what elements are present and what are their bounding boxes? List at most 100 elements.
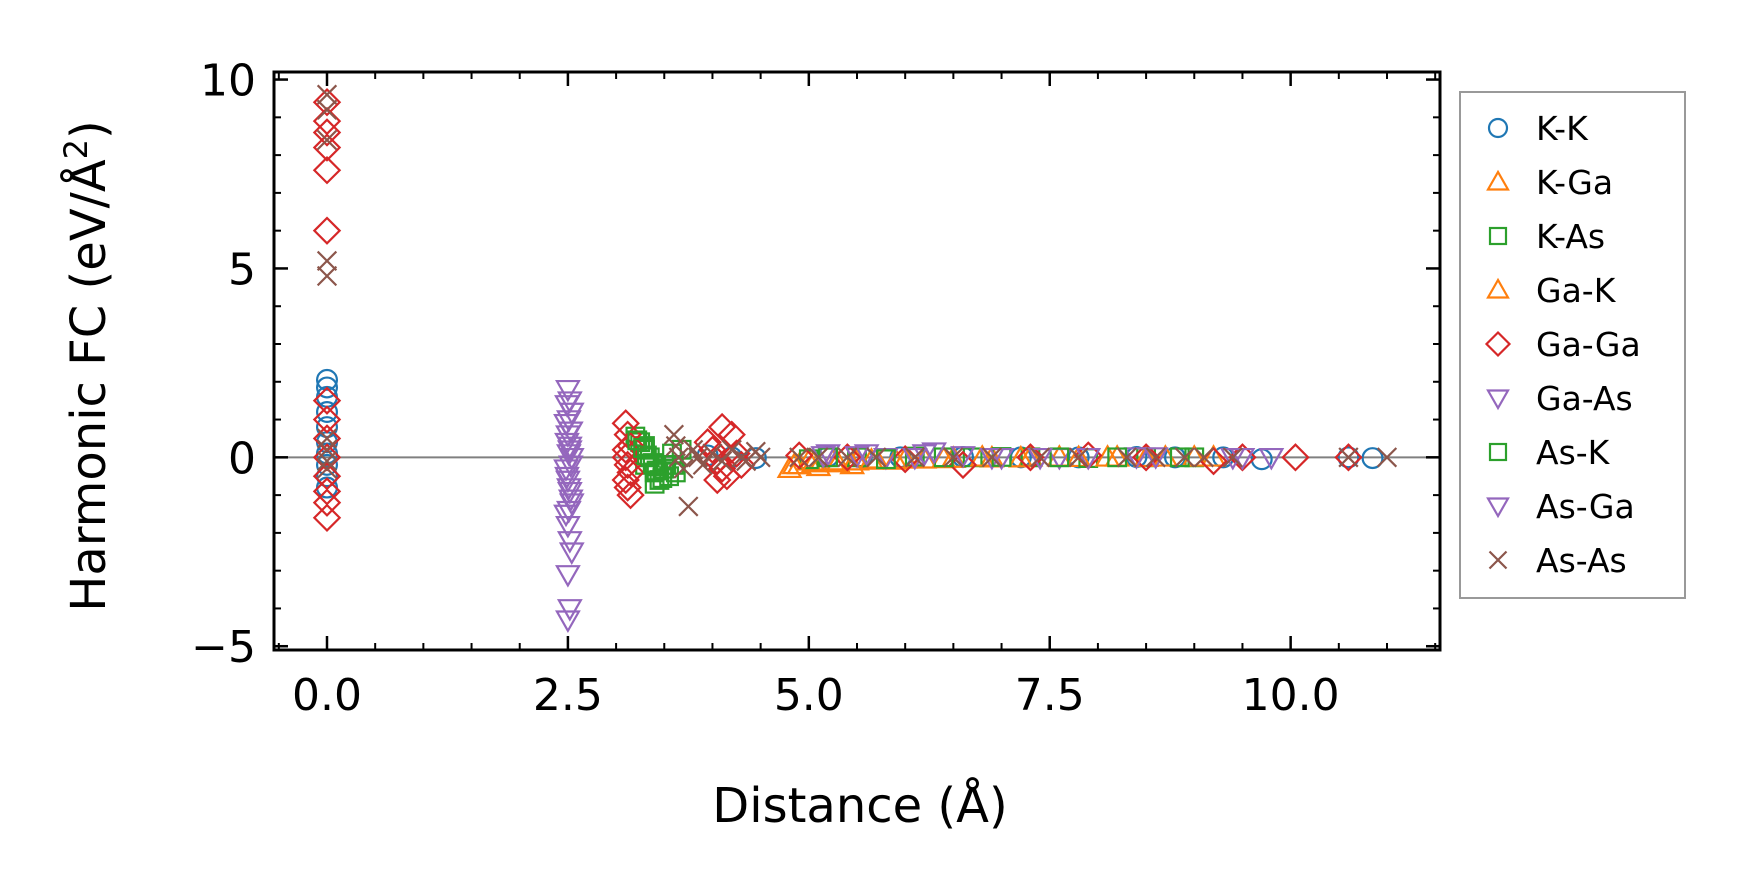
y-tick-label: 0 [228,433,256,484]
legend-marker-k-ga [1486,169,1510,191]
data-point-as-as [789,447,810,468]
data-point-as-k [665,462,686,483]
data-point-ga-ga [312,386,342,415]
data-point-as-as [702,443,723,464]
x-tick-label: 5.0 [774,670,844,721]
data-point-ga-ga [703,465,732,495]
x-tick-label: 2.5 [533,670,603,721]
legend-label-ga-as: Ga-As [1536,379,1633,418]
data-point-as-ga [921,442,947,465]
legend-label-as-ga: As-Ga [1536,487,1635,526]
data-point-ga-ga [948,450,978,480]
data-point-as-as [943,447,964,468]
data-point-as-ga [950,446,976,469]
data-point-as-k [1049,447,1070,468]
data-point-as-as [1068,447,1089,468]
y-axis-title-close: ) [61,120,117,139]
legend-marker-as-ga [1486,497,1510,519]
legend-label-ga-k: Ga-K [1536,271,1617,310]
legend-label-k-k: K-K [1536,109,1589,148]
data-point-ga-as [1258,447,1285,471]
data-point-ga-ga [722,439,751,468]
data-point-ga-ga [312,405,342,434]
data-point-as-as [808,447,829,468]
y-axis-title-main: Harmonic FC (eV/Å [60,159,117,612]
legend-label-k-as: K-As [1536,217,1605,256]
data-point-as-as [316,450,338,472]
data-point-ga-as [556,599,583,622]
legend-marker-k-k [1487,117,1509,139]
data-point-k-k [1337,446,1360,469]
data-point-k-k [1361,447,1384,470]
plot-frame [272,70,1442,652]
x-tick-label: 10.0 [1242,670,1340,721]
data-point-as-ga [557,421,584,445]
data-point-ga-ga [312,133,342,162]
x-tick-label: 7.5 [1015,670,1085,721]
data-point-k-as [659,466,679,487]
data-point-as-as [750,447,771,468]
data-point-as-ga [554,432,580,456]
data-point-k-k [316,453,339,476]
data-point-ga-as [555,379,581,403]
data-point-as-ga [557,455,584,479]
y-tick-label: 10 [200,56,256,107]
data-point-as-ga [554,395,580,418]
data-point-as-as [678,496,699,517]
data-point-ga-ga [1016,443,1045,472]
data-point-as-as [316,265,338,287]
data-point-as-ga [1142,447,1169,470]
data-point-as-as [981,447,1003,468]
legend-marker-as-as [1488,550,1508,570]
data-point-ga-ga [616,480,645,510]
data-point-as-as [1029,447,1051,468]
x-axis-title: Distance (Å) [712,777,1007,834]
legend-label-as-as: As-As [1536,541,1627,580]
plot-area [274,84,1440,633]
y-tick-label: −5 [191,622,256,673]
series-as-ga [554,395,1256,524]
data-point-ga-as [555,610,581,633]
axes: 0.0 2.5 5.0 7.5 10.0 −5 0 5 10 [191,56,1442,721]
data-point-ga-ga [1131,443,1161,472]
legend-marker-ga-ga [1484,330,1512,358]
data-point-ga-as [815,444,841,467]
series-ga-as [553,379,1285,633]
data-point-as-as [1174,447,1195,468]
legend-marker-ga-as [1486,389,1510,411]
data-point-as-ga [554,466,580,490]
data-point-ga-ga [613,473,642,502]
data-point-ga-ga [693,428,722,457]
data-point-ga-ga [707,412,737,442]
legend-label-k-ga: K-Ga [1536,163,1613,202]
data-point-ga-ga [312,118,342,147]
data-point-as-as [673,458,694,479]
legend-marker-k-as [1488,226,1508,246]
series-as-as [316,84,1398,517]
data-point-as-as [665,435,686,457]
data-point-ga-ga [312,488,342,517]
data-point-as-as [1193,447,1215,468]
data-point-ga-ga [616,458,645,487]
data-point-as-ga [555,478,582,501]
data-point-ga-ga [613,450,642,480]
y-axis-title-superscript: 2 [57,139,95,159]
data-point-ga-k [781,451,808,475]
data-point-ga-ga [1334,443,1363,472]
data-point-ga-ga [717,420,746,449]
data-point-as-as [1116,447,1137,468]
data-point-as-ga [557,489,584,513]
data-point-k-k [316,401,339,424]
data-point-as-ga [1027,447,1053,471]
data-point-as-as [692,454,713,476]
data-point-as-as [316,250,338,272]
y-axis-title: Harmonic FC (eV/Å2) [57,120,117,612]
data-point-as-ga [555,500,582,524]
data-point-k-k [316,465,339,488]
data-point-ga-k [1007,444,1034,468]
y-tick-label: 5 [228,244,256,295]
data-point-ga-as [555,515,581,539]
data-point-as-as [904,447,925,468]
legend: K-K K-Ga K-As Ga-K Ga-Ga Ga-As As-K As-Ga As-As [1459,91,1686,599]
